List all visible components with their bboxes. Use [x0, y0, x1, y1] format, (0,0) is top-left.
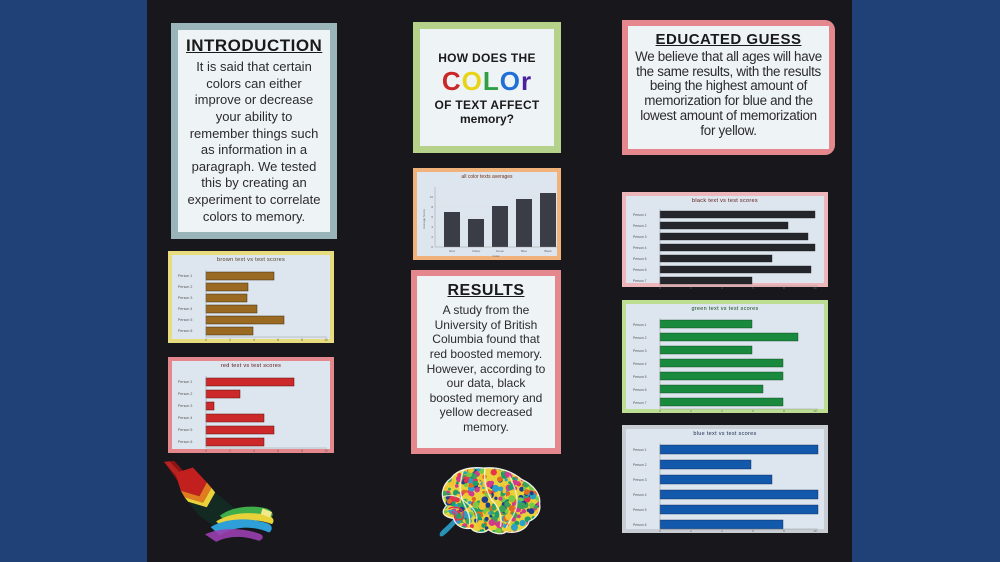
svg-text:Person 5: Person 5 [633, 508, 647, 512]
svg-text:Person 4: Person 4 [633, 362, 647, 366]
svg-text:2: 2 [690, 529, 692, 533]
svg-text:Person 7: Person 7 [633, 279, 647, 283]
svg-text:Average Score: Average Score [422, 209, 426, 229]
svg-text:Person 4: Person 4 [633, 493, 647, 497]
svg-text:8: 8 [783, 286, 785, 289]
svg-text:Person 2: Person 2 [633, 336, 647, 340]
svg-text:Person 6: Person 6 [633, 523, 647, 527]
svg-text:Person 5: Person 5 [178, 318, 192, 322]
svg-text:Green: Green [496, 249, 505, 253]
svg-text:8: 8 [783, 409, 785, 413]
svg-text:2: 2 [690, 286, 692, 289]
svg-text:6: 6 [277, 449, 279, 453]
svg-text:Person 2: Person 2 [633, 463, 647, 467]
svg-text:10: 10 [813, 286, 817, 289]
svg-text:10: 10 [813, 529, 817, 533]
svg-text:Person 6: Person 6 [633, 388, 647, 392]
svg-text:8: 8 [431, 205, 433, 209]
svg-text:Yellow: Yellow [472, 249, 481, 253]
svg-text:10: 10 [813, 409, 817, 413]
svg-text:4: 4 [721, 409, 723, 413]
svg-text:10: 10 [324, 338, 328, 342]
svg-text:Person 6: Person 6 [178, 440, 192, 444]
svg-text:Person 2: Person 2 [178, 285, 192, 289]
svg-text:6: 6 [752, 529, 754, 533]
svg-text:Blue: Blue [521, 249, 527, 253]
svg-text:8: 8 [301, 449, 303, 453]
svg-text:4: 4 [721, 286, 723, 289]
svg-text:0: 0 [205, 449, 207, 453]
svg-text:Person 5: Person 5 [633, 375, 647, 379]
svg-text:4: 4 [253, 338, 255, 342]
svg-text:Person 4: Person 4 [633, 246, 647, 250]
svg-text:Person 6: Person 6 [633, 268, 647, 272]
svg-text:8: 8 [783, 529, 785, 533]
svg-text:Color: Color [492, 254, 499, 258]
svg-text:Person 3: Person 3 [178, 296, 192, 300]
svg-text:0: 0 [205, 338, 207, 342]
svg-text:Red: Red [449, 249, 455, 253]
svg-text:Black: Black [544, 249, 552, 253]
svg-text:Person 1: Person 1 [633, 448, 647, 452]
svg-text:Person 3: Person 3 [633, 478, 647, 482]
svg-text:6: 6 [752, 409, 754, 413]
svg-text:0: 0 [431, 245, 433, 249]
svg-text:Person 3: Person 3 [178, 404, 192, 408]
svg-text:2: 2 [690, 409, 692, 413]
svg-text:6: 6 [277, 338, 279, 342]
svg-text:Person 3: Person 3 [633, 349, 647, 353]
svg-text:6: 6 [431, 215, 433, 219]
svg-text:Person 1: Person 1 [178, 274, 192, 278]
svg-text:4: 4 [253, 449, 255, 453]
svg-text:4: 4 [431, 225, 433, 229]
svg-text:2: 2 [431, 235, 433, 239]
svg-text:0: 0 [659, 409, 661, 413]
svg-text:10: 10 [430, 195, 434, 199]
svg-text:2: 2 [229, 449, 231, 453]
svg-text:Person 1: Person 1 [633, 213, 647, 217]
svg-text:Person 3: Person 3 [633, 235, 647, 239]
svg-text:4: 4 [721, 529, 723, 533]
svg-text:Person 1: Person 1 [633, 323, 647, 327]
svg-text:2: 2 [229, 338, 231, 342]
svg-text:Person 2: Person 2 [178, 392, 192, 396]
svg-text:Person 5: Person 5 [633, 257, 647, 261]
svg-text:Person 4: Person 4 [178, 307, 192, 311]
svg-text:6: 6 [752, 286, 754, 289]
svg-text:Person 7: Person 7 [633, 401, 647, 405]
svg-text:Person 5: Person 5 [178, 428, 192, 432]
svg-text:8: 8 [301, 338, 303, 342]
svg-text:Person 2: Person 2 [633, 224, 647, 228]
svg-text:Person 4: Person 4 [178, 416, 192, 420]
svg-text:0: 0 [659, 529, 661, 533]
svg-text:0: 0 [659, 286, 661, 289]
svg-text:Person 6: Person 6 [178, 329, 192, 333]
svg-text:10: 10 [324, 449, 328, 453]
svg-text:Person 1: Person 1 [178, 380, 192, 384]
